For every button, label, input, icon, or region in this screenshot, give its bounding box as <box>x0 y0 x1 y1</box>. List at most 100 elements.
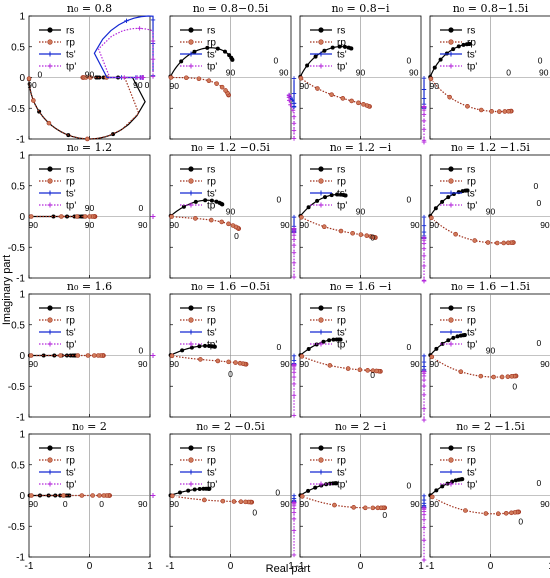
legend-label: ts' <box>66 468 76 479</box>
legend-label: tp' <box>467 201 477 212</box>
x-tick-label: -1 <box>296 561 305 572</box>
panel-title: n₀ = 1.6 −1.5i <box>451 280 530 293</box>
legend-label: rs <box>207 165 215 176</box>
data-point-tpprime <box>421 392 427 398</box>
data-point-rp <box>315 86 320 91</box>
data-point-tpprime <box>150 493 156 498</box>
y-tick-label: -0.5 <box>8 382 26 393</box>
legend-label: rp <box>467 456 476 467</box>
legend-label: ts' <box>467 50 477 61</box>
x-tick-label: 0 <box>87 561 93 572</box>
angle-label: 90 <box>226 68 236 78</box>
panel-title: n₀ = 0.8−1.5i <box>453 2 529 15</box>
data-point-rs <box>342 44 347 49</box>
angle-label: 90 <box>430 81 440 91</box>
angle-label: 0 <box>277 194 282 204</box>
panel-title: n₀ = 1.2 <box>67 141 112 154</box>
data-point-tpprime <box>150 214 156 219</box>
legend-marker <box>318 63 324 69</box>
angle-label: 90 <box>410 220 420 230</box>
data-point-rp <box>497 109 502 114</box>
legend-label: rs <box>337 165 345 176</box>
data-point-rp <box>74 214 80 219</box>
legend-marker <box>47 202 53 208</box>
angle-label: 90 <box>409 68 419 78</box>
data-point-tpprime <box>291 232 297 238</box>
legend-label: ts' <box>467 189 477 200</box>
data-point-rp <box>169 353 175 359</box>
y-axis-title: Imaginary part <box>1 255 13 325</box>
legend-marker <box>188 305 194 311</box>
x-tick-label: 0 <box>488 561 494 572</box>
data-point-rp <box>340 96 346 101</box>
data-point-rs <box>456 44 461 49</box>
data-point-rs <box>192 49 197 54</box>
angle-label: 90 <box>300 499 310 509</box>
data-point-rp <box>231 499 237 504</box>
x-tick-label: 0 <box>358 561 364 572</box>
data-point-rs <box>330 45 335 50</box>
series-group <box>168 343 297 418</box>
legend-label: tp' <box>66 201 76 212</box>
data-point-rp <box>329 92 334 97</box>
angle-label: 0 <box>407 342 412 352</box>
legend-marker <box>47 39 53 45</box>
data-point-rs <box>197 486 202 491</box>
data-point-tsprime <box>421 229 427 235</box>
legend-marker <box>47 329 53 335</box>
y-tick-label: -0.5 <box>8 104 26 115</box>
data-point-rs <box>215 46 220 51</box>
angle-label: 90 <box>138 359 148 369</box>
data-point-rp <box>494 240 500 246</box>
legend-marker <box>47 63 53 69</box>
legend-marker <box>448 190 454 196</box>
series-group <box>28 214 156 219</box>
legend-label: rp <box>337 38 346 49</box>
legend-label: ts' <box>207 468 217 479</box>
data-point-rp <box>88 75 93 80</box>
legend-marker <box>318 317 324 323</box>
legend-marker <box>188 27 194 33</box>
legend-marker <box>188 63 194 69</box>
angle-label: 90 <box>29 220 39 230</box>
data-point-rp <box>31 98 36 103</box>
data-point-rs <box>192 487 197 492</box>
legend-marker <box>318 329 324 335</box>
data-point-tpprime <box>150 56 156 62</box>
data-point-rp <box>75 353 81 358</box>
legend-label: rp <box>337 456 346 467</box>
legend-marker <box>318 457 324 463</box>
data-point-rs <box>446 338 451 343</box>
angle-label: 90 <box>85 220 95 230</box>
data-point-rp <box>85 353 91 358</box>
data-point-rp <box>495 511 501 517</box>
data-point-rp <box>429 215 434 221</box>
x-tick-label: -1 <box>426 561 435 572</box>
data-point-tpprime <box>421 263 427 269</box>
data-point-rp <box>429 494 435 500</box>
data-point-rs <box>203 343 208 348</box>
panel-title: n₀ = 2 <box>72 420 107 433</box>
y-tick-label: 0.5 <box>11 42 25 53</box>
legend-marker <box>47 317 53 323</box>
data-point-rs <box>446 195 451 200</box>
angle-label: 0 <box>407 55 412 65</box>
series-group <box>298 337 427 423</box>
data-point-tsprime <box>291 353 297 359</box>
data-point-rp <box>91 353 97 358</box>
data-point-rs <box>180 348 185 353</box>
x-tick-label: -1 <box>166 561 175 572</box>
data-point-rp <box>327 363 333 368</box>
x-axis-title: Real part <box>266 563 311 575</box>
legend-label: rs <box>467 165 475 176</box>
legend-marker <box>448 305 454 311</box>
legend-label: rs <box>467 26 475 37</box>
data-point-tpprime <box>291 128 297 133</box>
legend-label: rp <box>467 38 476 49</box>
y-tick-label: -1 <box>16 274 25 285</box>
